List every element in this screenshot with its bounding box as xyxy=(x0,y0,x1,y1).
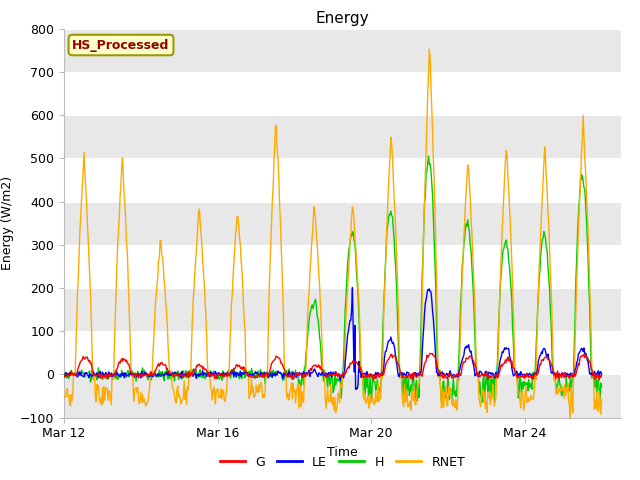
Bar xyxy=(64,288,621,331)
Bar xyxy=(64,245,621,288)
Y-axis label: Energy (W/m2): Energy (W/m2) xyxy=(1,176,14,270)
Text: HS_Processed: HS_Processed xyxy=(72,38,170,51)
Title: Energy: Energy xyxy=(316,11,369,26)
Bar xyxy=(64,202,621,245)
Bar xyxy=(64,72,621,115)
Bar xyxy=(64,158,621,202)
Bar xyxy=(64,29,621,72)
Bar xyxy=(64,374,621,418)
Legend: G, LE, H, RNET: G, LE, H, RNET xyxy=(215,451,470,474)
Bar xyxy=(64,331,621,374)
X-axis label: Time: Time xyxy=(327,446,358,459)
Bar xyxy=(64,115,621,158)
